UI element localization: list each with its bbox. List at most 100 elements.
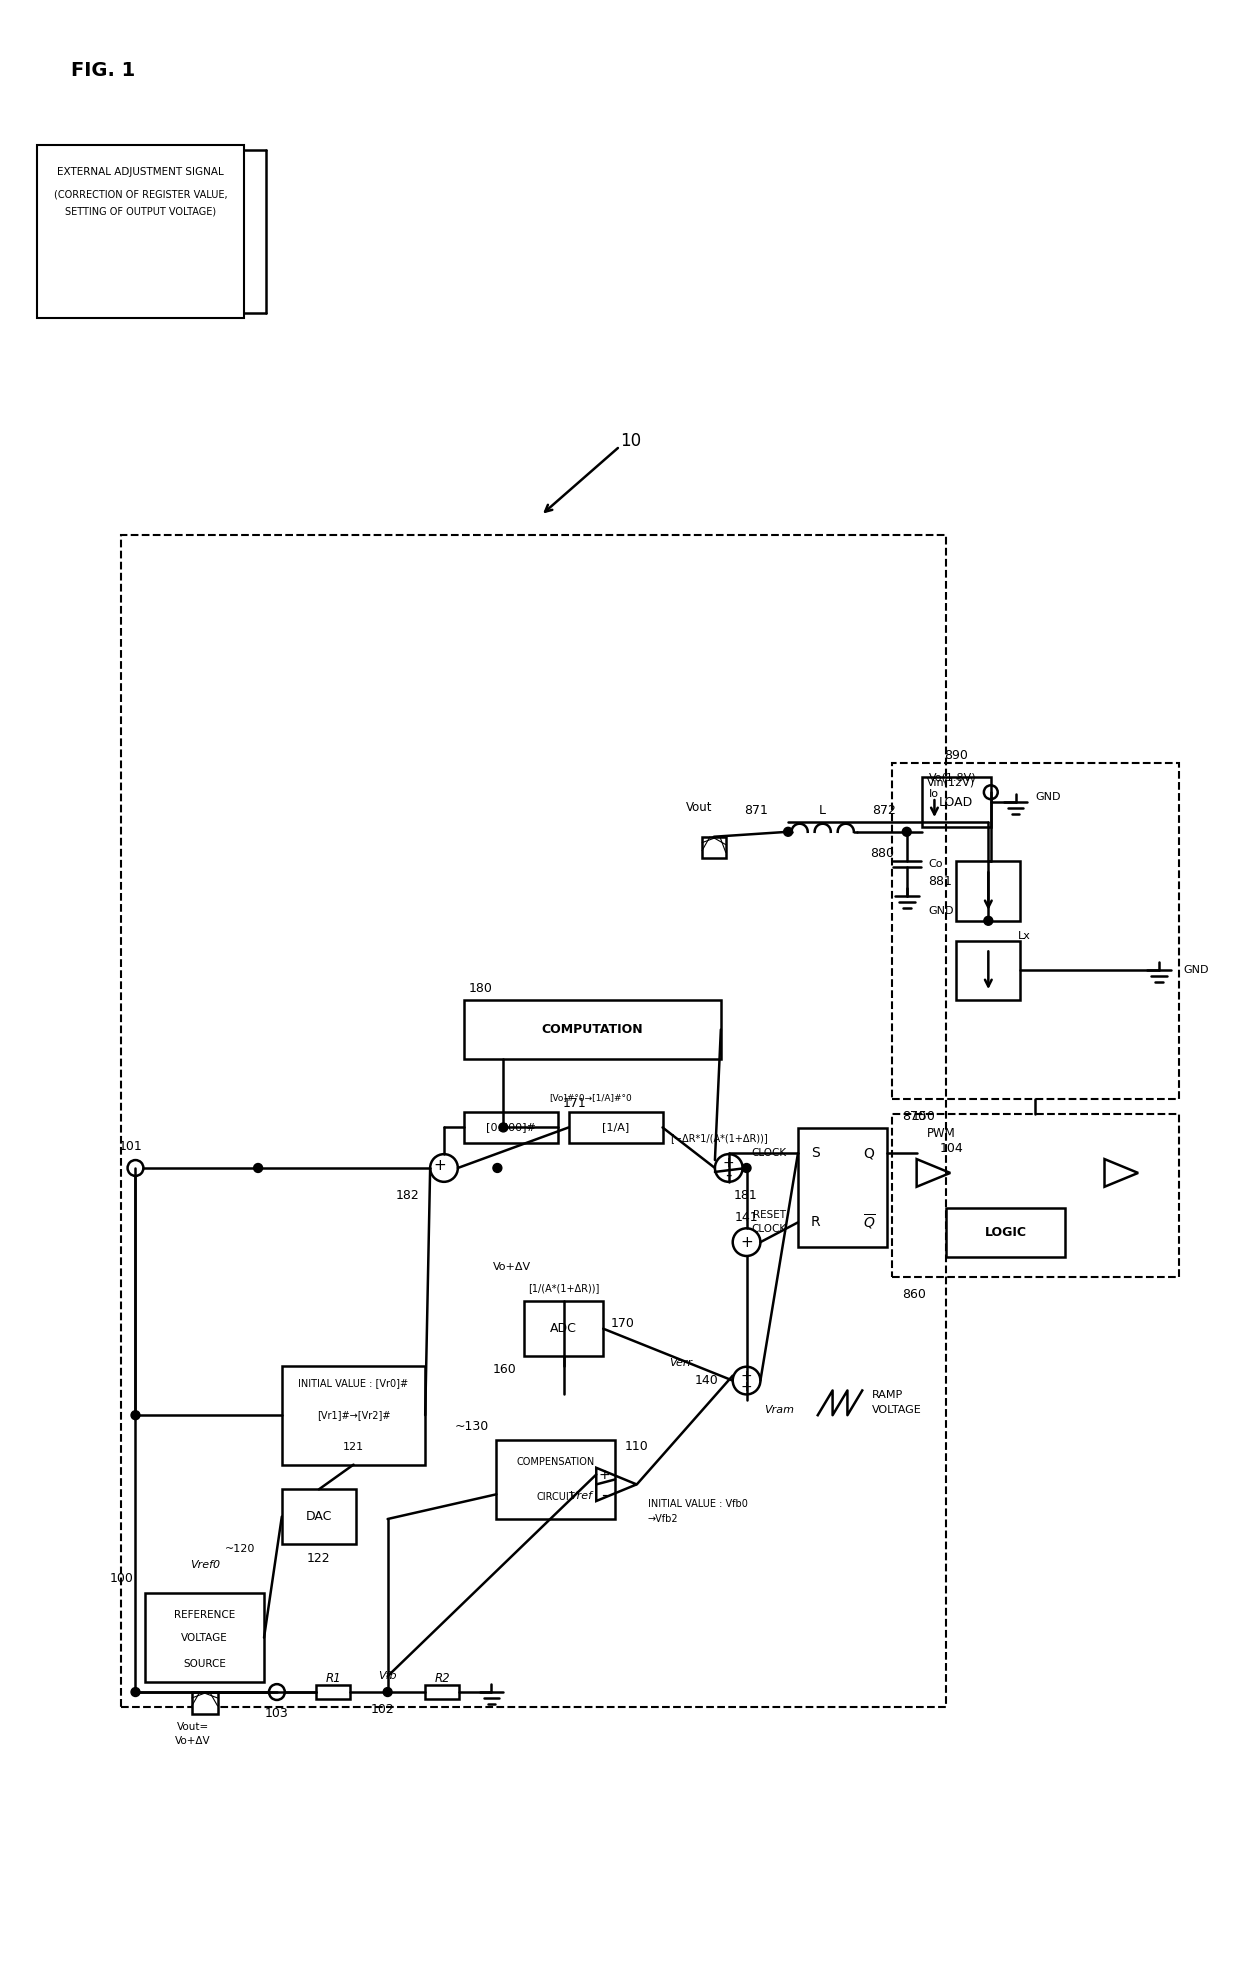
Text: $\overline{Q}$: $\overline{Q}$ [863,1212,875,1232]
Text: Io: Io [929,790,939,800]
Text: PWM: PWM [928,1127,956,1140]
Text: +: + [740,1236,753,1249]
Circle shape [983,917,993,925]
Bar [892,1113,1179,1277]
Text: FIG. 1: FIG. 1 [71,61,135,79]
Text: LOGIC: LOGIC [985,1226,1027,1239]
Text: +: + [723,1156,734,1170]
Text: INITIAL VALUE : Vfb0: INITIAL VALUE : Vfb0 [647,1499,748,1509]
Circle shape [131,1410,140,1420]
Text: DAC: DAC [306,1511,332,1523]
Text: Vin(12V): Vin(12V) [926,778,975,788]
Text: 181: 181 [734,1190,758,1202]
Bar [425,1685,459,1699]
Text: [1/(A*(1+ΔR))]: [1/(A*(1+ΔR))] [528,1283,599,1293]
Text: EXTERNAL ADJUSTMENT SIGNAL: EXTERNAL ADJUSTMENT SIGNAL [57,166,223,178]
Text: 150: 150 [911,1111,935,1123]
Circle shape [903,828,911,836]
Text: 110: 110 [625,1439,649,1453]
Text: Vo(1.8V): Vo(1.8V) [929,772,976,782]
Bar [525,1301,603,1356]
Text: 171: 171 [563,1097,587,1111]
Text: 103: 103 [265,1707,289,1721]
Text: +: + [740,1380,753,1394]
Circle shape [254,1164,263,1172]
Text: →Vfb2: →Vfb2 [647,1515,678,1525]
Text: ~120: ~120 [224,1544,255,1554]
Text: S: S [811,1146,820,1160]
Bar [281,1489,356,1544]
Bar [120,535,946,1707]
Text: [Vr1]#→[Vr2]#: [Vr1]#→[Vr2]# [316,1410,391,1420]
Text: -: - [601,1485,608,1503]
Text: 870: 870 [901,1111,926,1123]
Circle shape [131,1687,140,1697]
Text: SETTING OF OUTPUT VOLTAGE): SETTING OF OUTPUT VOLTAGE) [64,206,216,218]
Text: COMPENSATION: COMPENSATION [517,1457,595,1467]
Text: SOURCE: SOURCE [184,1659,226,1669]
Bar [316,1685,350,1699]
Text: 860: 860 [901,1289,926,1301]
Text: ~130: ~130 [454,1420,489,1434]
Text: 10: 10 [620,432,641,449]
Text: 140: 140 [696,1374,719,1388]
Text: [−ΔR*1/(A*(1+ΔR))]: [−ΔR*1/(A*(1+ΔR))] [670,1133,768,1142]
Text: GND: GND [1184,964,1209,976]
Text: 880: 880 [870,847,894,859]
Text: +: + [740,1368,753,1382]
Circle shape [494,1164,502,1172]
Text: GND: GND [929,907,954,917]
Bar [464,1111,558,1142]
Circle shape [742,1164,751,1172]
Text: 141: 141 [735,1212,759,1224]
Bar [37,145,244,317]
Text: ADC: ADC [551,1323,577,1335]
Circle shape [498,1123,507,1133]
Bar [956,940,1021,1000]
Text: CLOCK: CLOCK [751,1148,786,1158]
Bar [192,1693,217,1715]
Text: COMPUTATION: COMPUTATION [542,1024,644,1036]
Bar [281,1366,425,1465]
Text: INITIAL VALUE : [Vr0]#: INITIAL VALUE : [Vr0]# [299,1378,409,1388]
Text: (CORRECTION OF REGISTER VALUE,: (CORRECTION OF REGISTER VALUE, [53,188,227,200]
Text: GND: GND [1035,792,1060,802]
Text: Vref: Vref [569,1491,591,1501]
Bar [892,762,1179,1099]
Text: +: + [434,1158,446,1172]
Text: Vout=: Vout= [177,1723,210,1732]
Text: R2: R2 [434,1671,450,1685]
Text: 890: 890 [944,748,968,762]
Text: VOLTAGE: VOLTAGE [872,1406,921,1416]
Text: R: R [811,1216,821,1230]
Bar [464,1000,720,1059]
Text: 160: 160 [492,1362,516,1376]
Text: REFERENCE: REFERENCE [174,1610,236,1620]
Bar [956,861,1021,921]
Bar [946,1208,1065,1257]
Text: 100: 100 [109,1572,134,1584]
Text: CIRCUIT: CIRCUIT [537,1493,575,1503]
Text: 180: 180 [469,982,492,994]
Bar [702,838,725,859]
Text: L: L [820,804,826,816]
Text: Vout: Vout [686,800,713,814]
Text: Verr: Verr [670,1358,692,1368]
Text: RESET: RESET [753,1210,786,1220]
Bar [799,1129,887,1247]
Text: 121: 121 [343,1441,365,1451]
Text: 182: 182 [396,1190,419,1202]
Text: VOLTAGE: VOLTAGE [181,1634,228,1643]
Text: 881: 881 [929,875,952,887]
Text: 170: 170 [611,1317,635,1331]
Text: LOAD: LOAD [939,796,973,808]
Bar [921,778,991,828]
Circle shape [383,1687,392,1697]
Text: Vram: Vram [764,1406,795,1416]
Text: CLOCK: CLOCK [751,1224,786,1234]
Text: 101: 101 [119,1140,143,1152]
Text: 102: 102 [371,1703,394,1717]
Text: Q: Q [864,1146,874,1160]
Bar [569,1111,662,1142]
Circle shape [784,828,792,836]
